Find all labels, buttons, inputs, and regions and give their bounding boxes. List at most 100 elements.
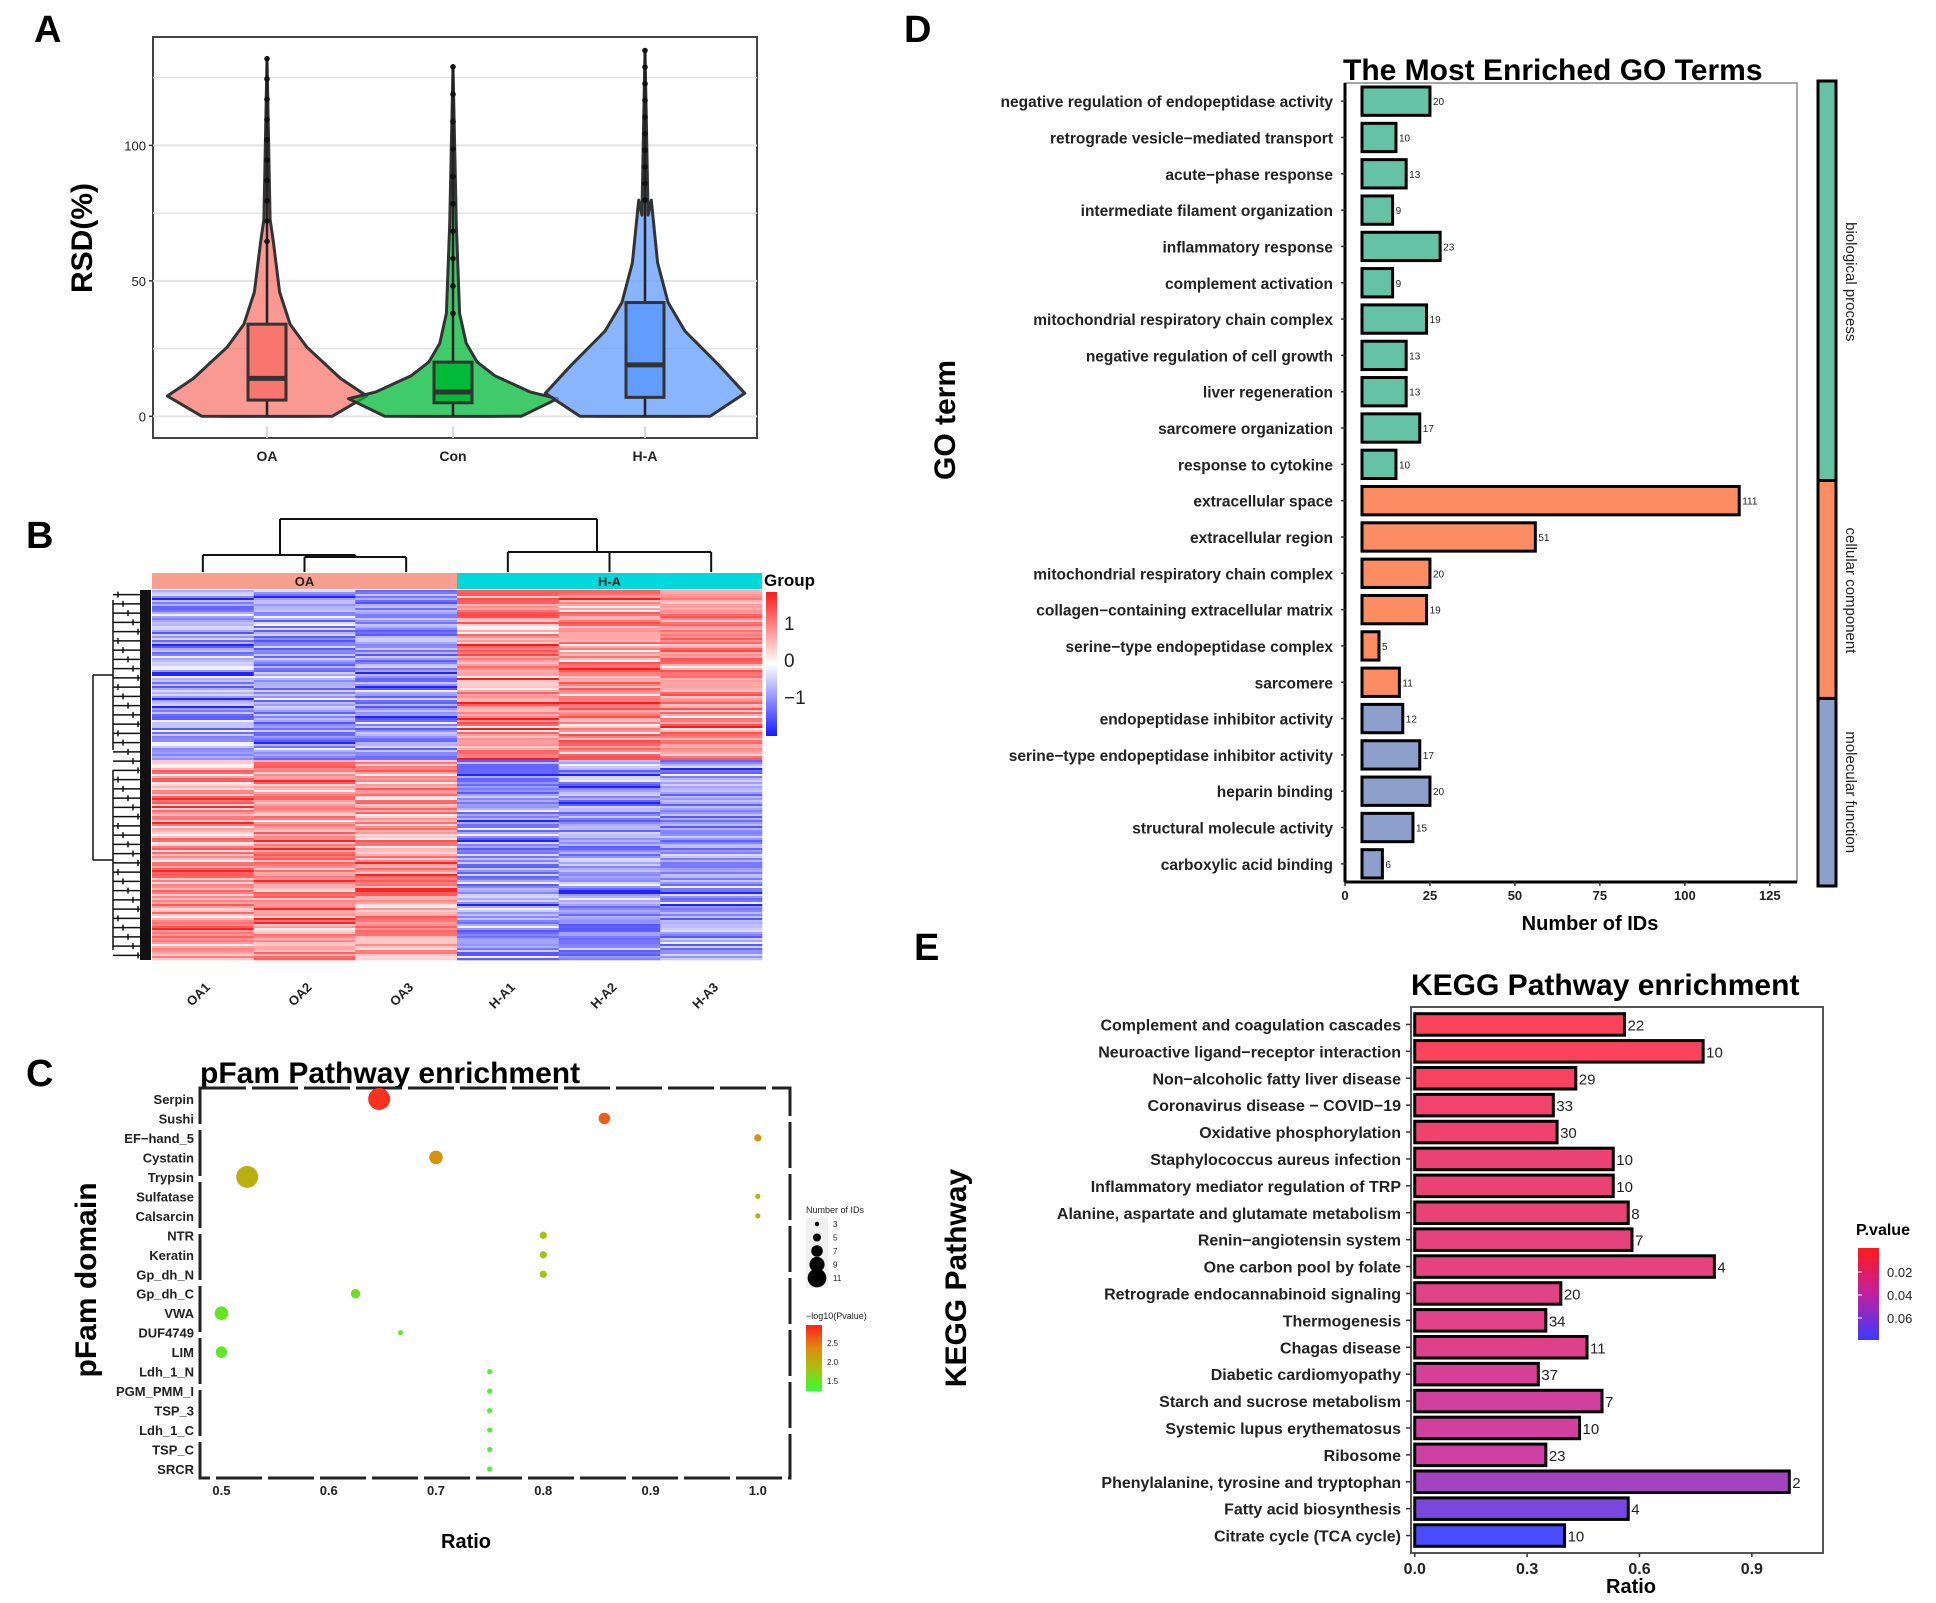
heatmap-cell [152,926,254,929]
heatmap-cell [253,914,356,917]
heatmap-cell [253,614,356,617]
heatmap-cell [253,794,356,797]
heatmap-cell [558,658,661,661]
x-tick-label: 0.9 [642,1483,660,1498]
heatmap-cell [457,696,559,699]
heatmap-cell [558,950,661,953]
heatmap-cell [152,942,254,945]
heatmap-cell [152,838,254,841]
bar [1413,1361,1540,1387]
heatmap-cell [457,716,559,719]
heatmap-cell [660,776,763,779]
heatmap-cell [253,900,356,903]
heatmap-cell [457,866,559,869]
heatmap-cell [558,942,661,945]
bar [1360,593,1429,626]
heatmap-cell [355,640,458,643]
heatmap-cell [152,746,254,749]
y-tick-label: Ribosome [1324,1448,1401,1465]
heatmap-cell [558,676,661,679]
heatmap-cell [355,648,458,651]
heatmap-cell [558,780,661,783]
heatmap-cell [457,748,559,751]
heatmap-cell [253,612,356,615]
heatmap-cell [152,854,254,857]
heatmap-cell [457,792,559,795]
heatmap-cell [457,848,559,851]
y-tick-label: LIM [172,1345,194,1360]
heatmap-cell [558,614,661,617]
heatmap-cell [253,852,356,855]
heatmap-legend: Group 1 0 −1 [764,571,815,736]
heatmap-cell [355,918,458,921]
heatmap-cell [660,910,763,913]
size-legend-label: 5 [833,1234,838,1243]
heatmap-cell [355,776,458,779]
heatmap-cell [457,796,559,799]
heatmap-cell [355,910,458,913]
heatmap-cell [152,664,254,667]
heatmap-cell [457,686,559,689]
heatmap-cell [558,650,661,653]
heatmap-cell [457,620,559,623]
size-legend-dot [814,1221,820,1227]
heatmap-cell [558,740,661,743]
heatmap-cell [457,846,559,849]
heatmap-cell [558,730,661,733]
legend-tick-label: −1 [784,688,806,709]
heatmap-cell [660,794,763,797]
heatmap-cell [660,656,763,659]
heatmap-cell [558,608,661,611]
x-tick-label: 0.9 [1741,1561,1763,1578]
bar-value-label: 12 [1406,715,1418,726]
heatmap-cell [558,808,661,811]
bar-value-label: 10 [1616,1179,1633,1196]
heatmap-cell [457,594,559,597]
y-tick-label: Retrograde endocannabinoid signaling [1104,1286,1401,1303]
heatmap-cell [558,948,661,951]
heatmap-cell [152,914,254,917]
x-tick-label: 0.0 [1404,1561,1426,1578]
heatmap-cell [152,840,254,843]
heatmap-cell [355,658,458,661]
heatmap-cell [152,802,254,805]
bar [1413,1281,1563,1306]
heatmap-cell [253,932,356,935]
y-tick-label: Keratin [149,1248,194,1263]
outlier-point [264,157,270,163]
y-tick-label: Oxidative phosphorylation [1199,1125,1401,1142]
heatmap-cell [660,836,763,839]
size-legend-label: 11 [833,1274,842,1283]
heatmap-cell [457,770,559,773]
outlier-point [642,47,648,54]
heatmap-cell [355,810,458,813]
heatmap-cell [457,612,559,615]
heatmap-cell [253,650,356,653]
heatmap-cell [457,854,559,857]
heatmap-cell [253,812,356,815]
heatmap-cell [355,766,458,769]
heatmap-cell [152,922,254,925]
heatmap-cell [660,816,763,819]
heatmap-cell [558,954,661,957]
heatmap-cell [558,758,661,761]
heatmap-cell [457,636,559,639]
heatmap-cell [457,628,559,631]
legend-title: P.value [1856,1222,1910,1239]
heatmap-cell [457,688,559,691]
heatmap-cell [558,866,661,869]
heatmap-cell [457,682,559,685]
heatmap-cell [355,688,458,691]
heatmap-cell [558,940,661,943]
outlier-point [450,310,456,317]
heatmap-cell [457,614,559,617]
bar-value-label: 9 [1396,206,1402,217]
heatmap-cell [152,776,254,779]
heatmap-cell [152,758,254,761]
heatmap-cell [558,618,661,621]
heatmap-cell [355,590,458,593]
heatmap-cell [355,768,458,771]
heatmap-cell [253,772,356,775]
bar-value-label: 9 [1396,279,1402,290]
heatmap-cell [558,702,661,705]
